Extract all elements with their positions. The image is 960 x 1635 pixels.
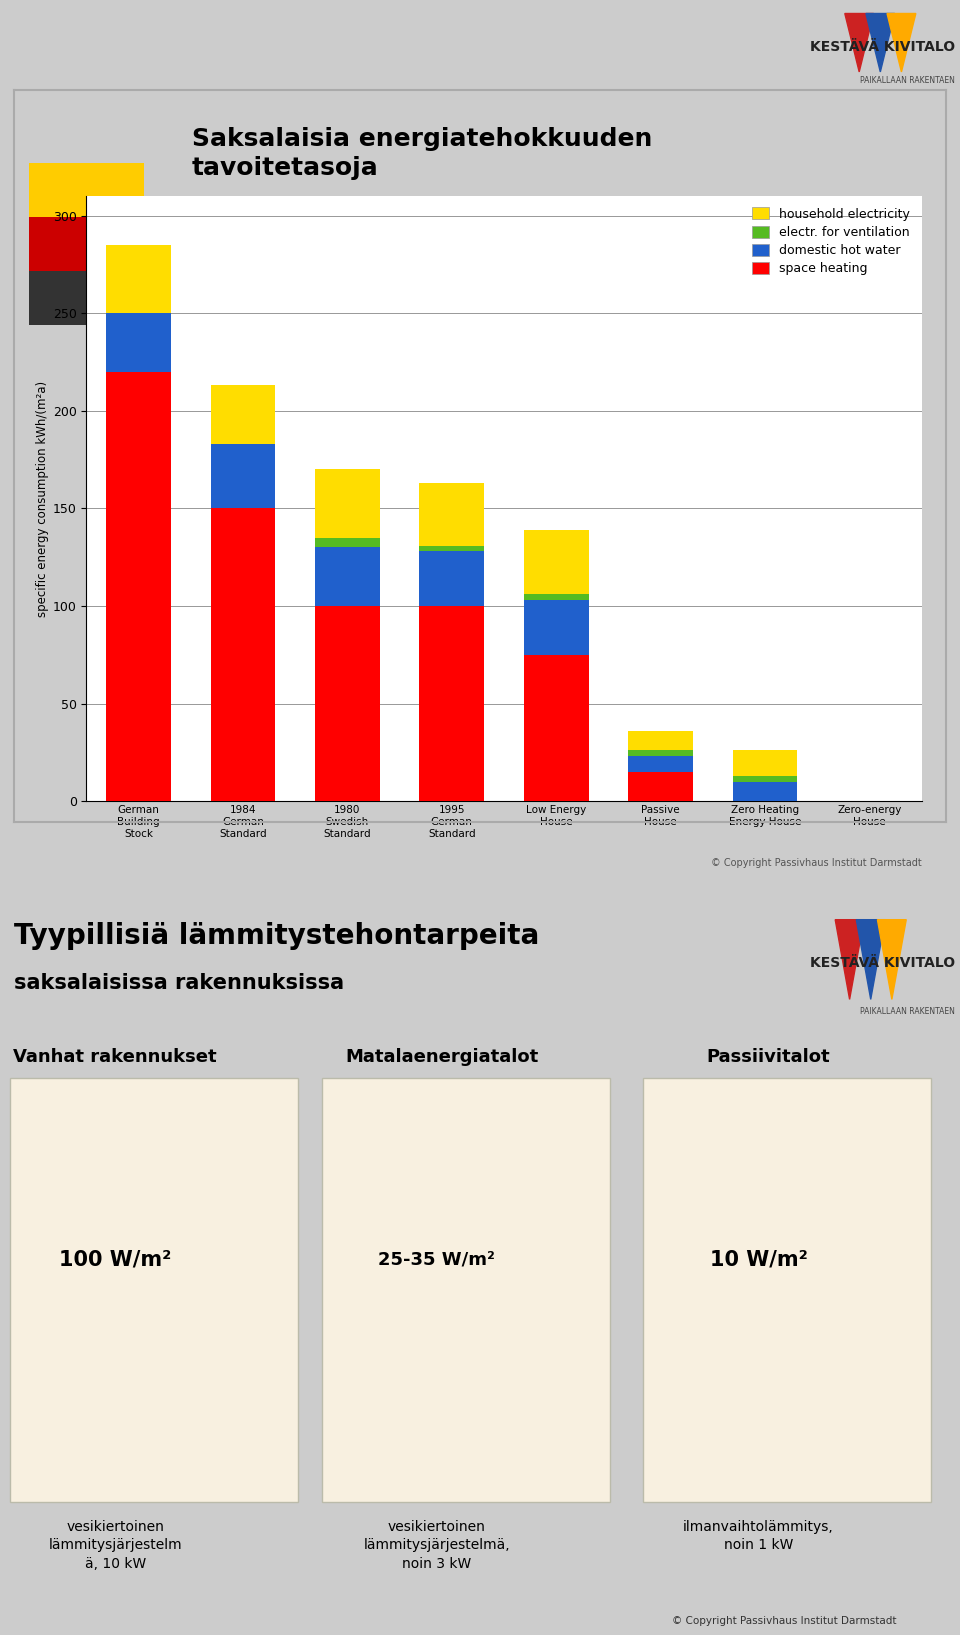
Bar xyxy=(732,750,798,775)
Bar xyxy=(315,469,380,538)
Text: 10 W/m²: 10 W/m² xyxy=(709,1249,807,1270)
Text: PAIKALLAAN RAKENTAEN: PAIKALLAAN RAKENTAEN xyxy=(860,77,955,85)
Bar xyxy=(107,245,171,314)
Bar xyxy=(524,530,588,594)
Polygon shape xyxy=(887,13,916,72)
Polygon shape xyxy=(845,13,874,72)
Y-axis label: specific energy consumption kWh/(m²a): specific energy consumption kWh/(m²a) xyxy=(36,381,49,616)
Text: Tyypillisiä lämmitystehontarpeita: Tyypillisiä lämmitystehontarpeita xyxy=(14,922,540,950)
Text: Vanhat rakennukset: Vanhat rakennukset xyxy=(13,1048,217,1066)
Bar xyxy=(420,607,484,801)
Bar xyxy=(524,594,588,600)
Bar xyxy=(315,548,380,607)
Bar xyxy=(107,371,171,801)
Text: 100 W/m²: 100 W/m² xyxy=(60,1249,171,1270)
Text: vesikiertoinen
lämmitysjärjestelmä,
noin 3 kW: vesikiertoinen lämmitysjärjestelmä, noin… xyxy=(364,1521,510,1571)
Bar xyxy=(643,1079,931,1503)
Polygon shape xyxy=(835,919,864,999)
Bar xyxy=(420,551,484,607)
Text: © Copyright Passivhaus Institut Darmstadt: © Copyright Passivhaus Institut Darmstad… xyxy=(672,1615,897,1625)
Bar xyxy=(315,607,380,801)
Bar xyxy=(732,775,798,782)
Bar xyxy=(524,654,588,801)
Text: vesikiertoinen
lämmitysjärjestelm
ä, 10 kW: vesikiertoinen lämmitysjärjestelm ä, 10 … xyxy=(48,1521,182,1571)
Bar xyxy=(29,217,144,271)
Text: ilmanvaihtolämmitys,
noin 1 kW: ilmanvaihtolämmitys, noin 1 kW xyxy=(683,1521,834,1553)
Text: KESTÄVÄ KIVITALO: KESTÄVÄ KIVITALO xyxy=(810,955,955,970)
Text: Passiivitalot: Passiivitalot xyxy=(707,1048,829,1066)
Bar xyxy=(732,782,798,801)
Text: KESTÄVÄ KIVITALO: KESTÄVÄ KIVITALO xyxy=(810,39,955,54)
Bar xyxy=(628,750,693,757)
Bar xyxy=(29,164,144,217)
Bar xyxy=(10,1079,298,1503)
Text: saksalaisissa rakennuksissa: saksalaisissa rakennuksissa xyxy=(14,973,345,992)
Bar xyxy=(524,600,588,654)
Bar xyxy=(628,731,693,750)
Bar xyxy=(210,445,276,508)
Polygon shape xyxy=(866,13,895,72)
Bar xyxy=(628,757,693,772)
Bar xyxy=(210,508,276,801)
Bar xyxy=(107,314,171,371)
Bar xyxy=(420,546,484,551)
Text: 25-35 W/m²: 25-35 W/m² xyxy=(378,1251,495,1269)
Legend: household electricity, electr. for ventilation, domestic hot water, space heatin: household electricity, electr. for venti… xyxy=(747,203,915,281)
Bar xyxy=(29,271,144,325)
Text: Matalaenergiatalot: Matalaenergiatalot xyxy=(345,1048,539,1066)
Bar xyxy=(315,538,380,548)
Text: Saksalaisia energiatehokkuuden
tavoitetasoja: Saksalaisia energiatehokkuuden tavoiteta… xyxy=(192,126,653,180)
Bar xyxy=(628,772,693,801)
Bar xyxy=(420,482,484,546)
Text: © Copyright Passivhaus Institut Darmstadt: © Copyright Passivhaus Institut Darmstad… xyxy=(710,858,922,868)
Polygon shape xyxy=(856,919,885,999)
Bar xyxy=(210,386,276,445)
Polygon shape xyxy=(877,919,906,999)
Bar xyxy=(322,1079,610,1503)
Text: PAIKALLAAN RAKENTAEN: PAIKALLAAN RAKENTAEN xyxy=(860,1007,955,1017)
